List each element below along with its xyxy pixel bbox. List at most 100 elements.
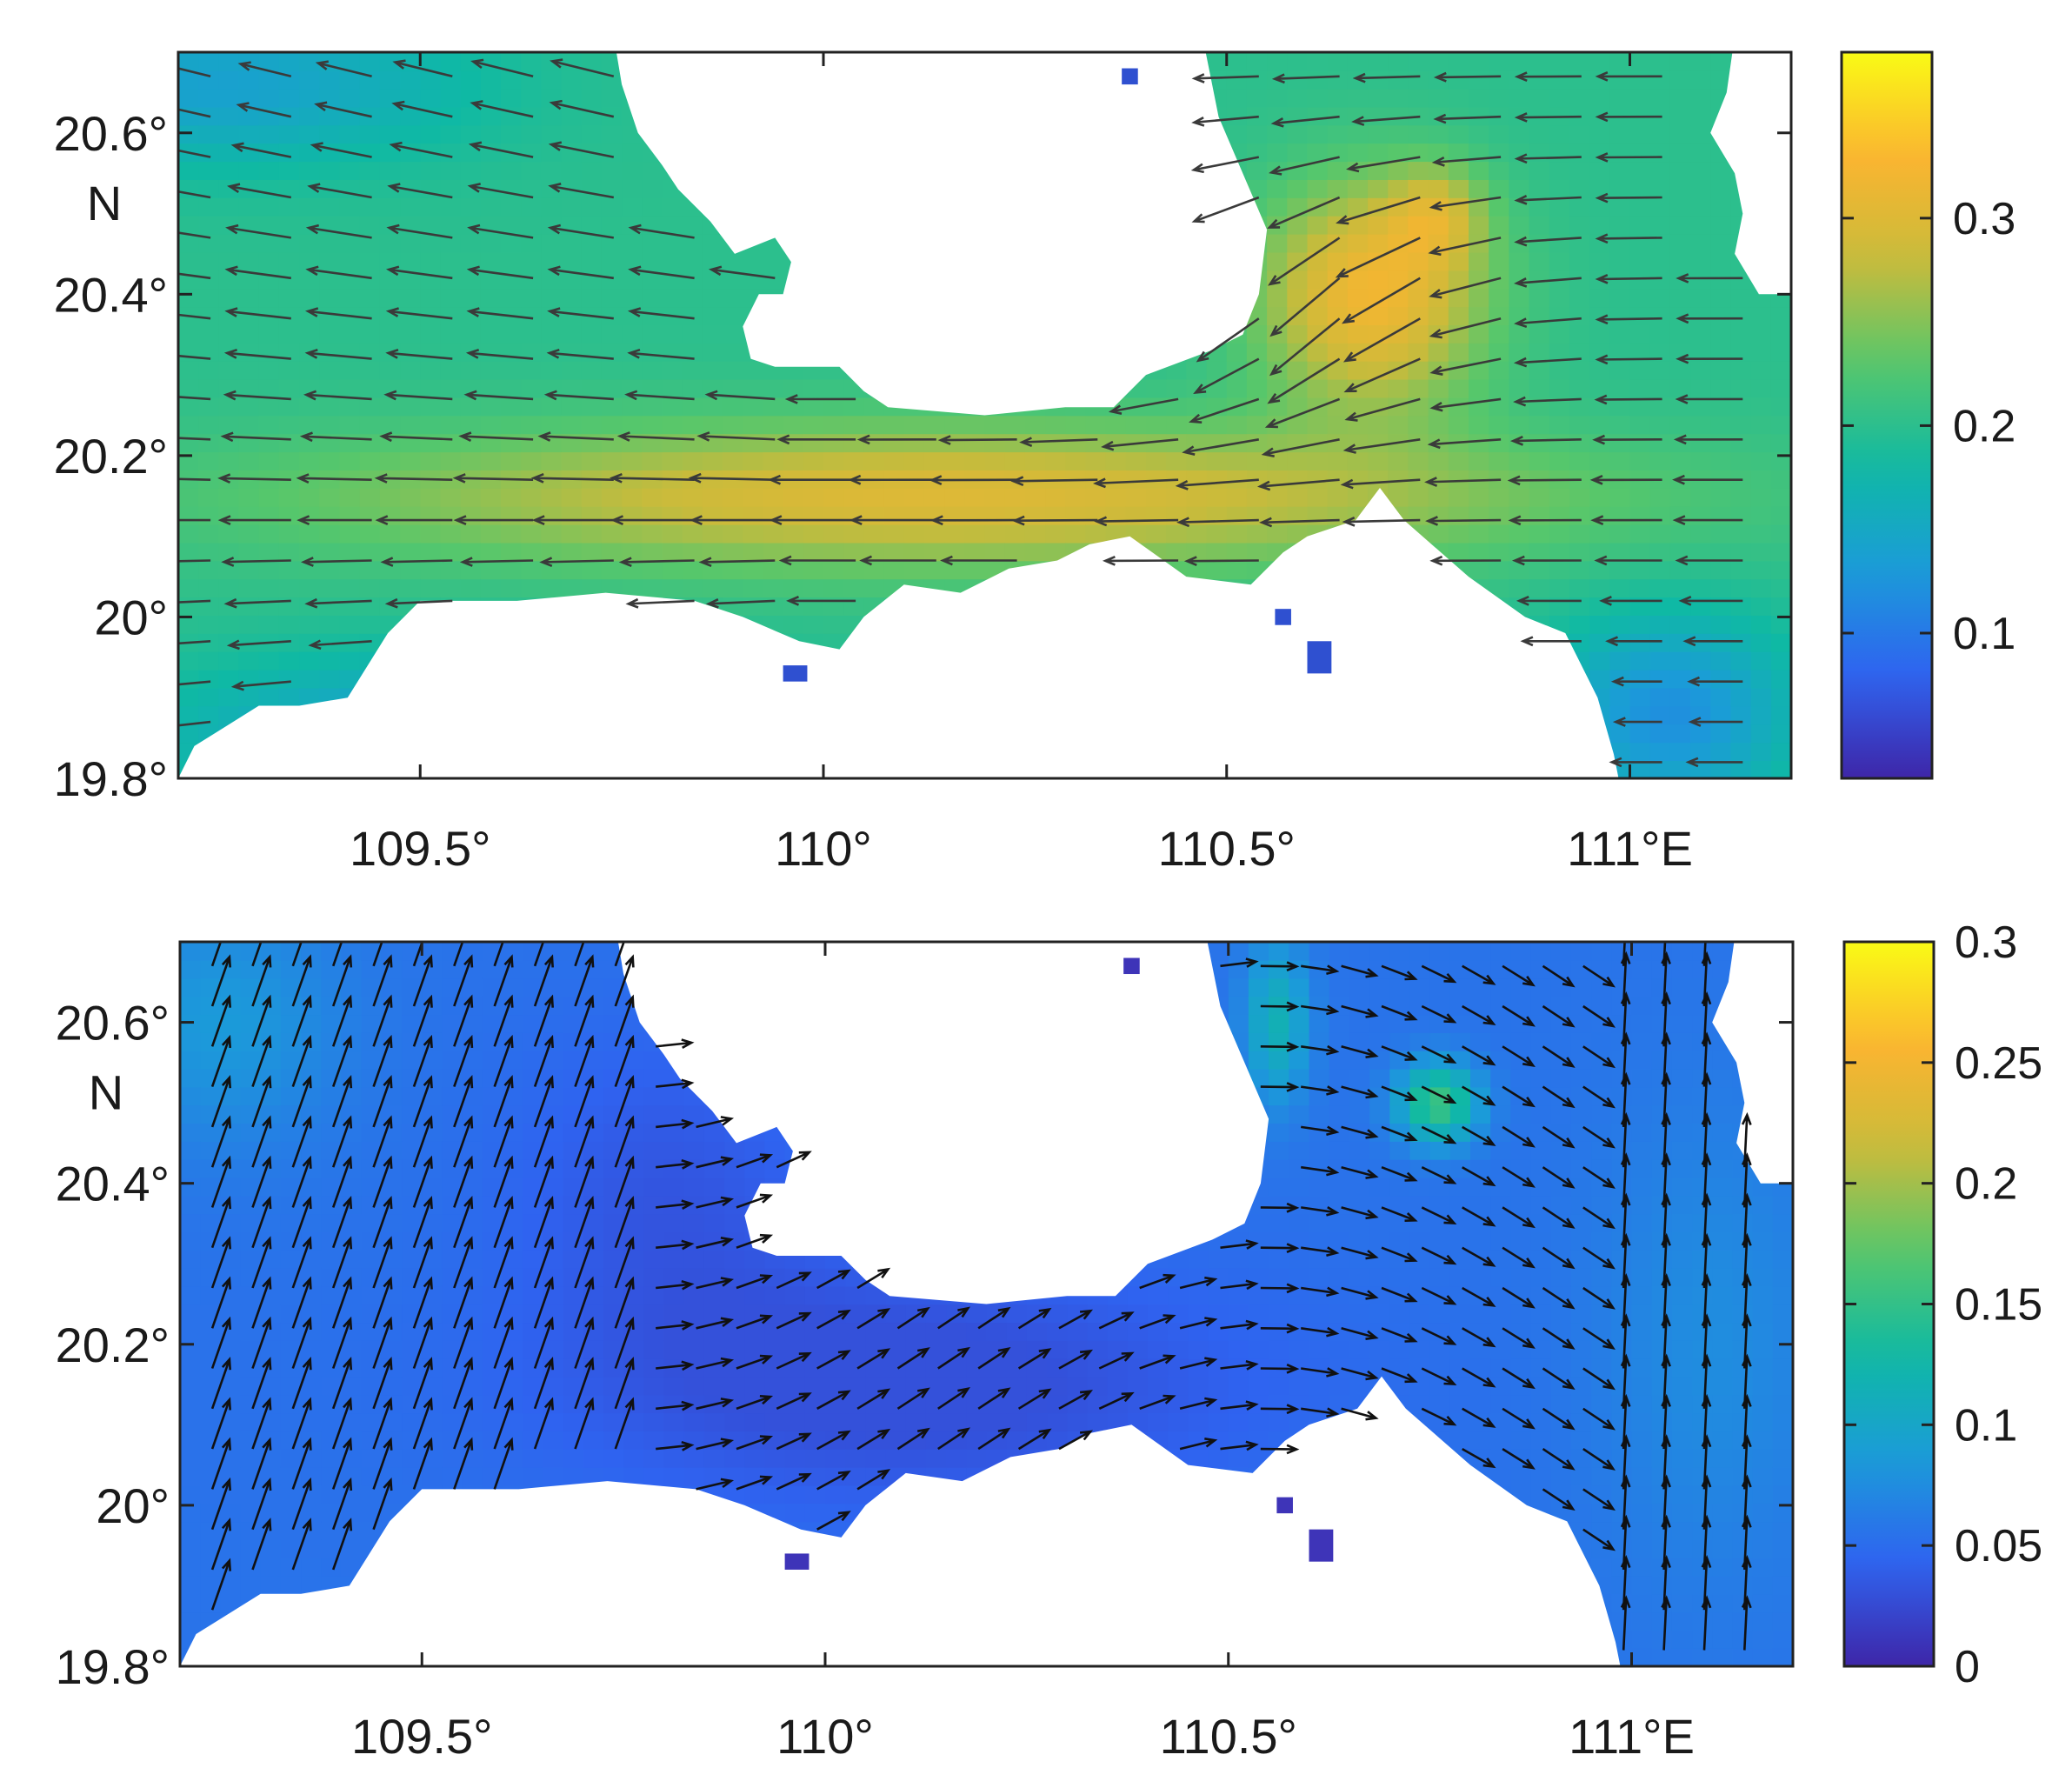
speed-cell bbox=[1569, 378, 1590, 398]
speed-cell bbox=[220, 1213, 242, 1232]
speed-cell bbox=[422, 1340, 443, 1359]
speed-cell bbox=[1024, 505, 1046, 525]
speed-cell bbox=[321, 1484, 343, 1504]
speed-cell bbox=[440, 197, 462, 217]
speed-cell bbox=[663, 1213, 685, 1232]
speed-cell bbox=[1710, 724, 1732, 744]
speed-cell bbox=[361, 996, 383, 1016]
speed-cell bbox=[460, 106, 482, 126]
speed-cell bbox=[724, 1484, 746, 1504]
speed-cell bbox=[1529, 524, 1550, 544]
land-area bbox=[1710, 52, 1791, 295]
speed-cell bbox=[1509, 451, 1530, 470]
speed-cell bbox=[1246, 360, 1268, 380]
speed-cell bbox=[1649, 705, 1671, 725]
speed-cell bbox=[521, 197, 543, 217]
speed-cell bbox=[1750, 560, 1772, 580]
speed-cell bbox=[278, 433, 300, 453]
speed-cell bbox=[359, 343, 381, 362]
speed-cell bbox=[803, 397, 824, 417]
speed-cell bbox=[1388, 306, 1409, 325]
speed-cell bbox=[178, 650, 199, 671]
speed-cell bbox=[1549, 488, 1570, 507]
speed-cell bbox=[501, 161, 522, 180]
speed-cell bbox=[1669, 143, 1691, 163]
speed-cell bbox=[240, 977, 262, 997]
speed-cell bbox=[1166, 524, 1188, 544]
speed-cell bbox=[402, 1051, 423, 1070]
speed-cell bbox=[1469, 251, 1489, 271]
speed-cell bbox=[1428, 106, 1449, 126]
speed-cell bbox=[1226, 106, 1248, 126]
speed-cell bbox=[1669, 179, 1691, 198]
speed-cell bbox=[402, 977, 423, 997]
speed-cell bbox=[1609, 70, 1631, 90]
speed-cell bbox=[1710, 524, 1732, 544]
speed-cell bbox=[1609, 179, 1631, 198]
speed-cell bbox=[1690, 306, 1712, 325]
speed-cell bbox=[702, 451, 723, 470]
speed-cell bbox=[682, 451, 703, 470]
speed-cell bbox=[622, 143, 643, 163]
speed-cell bbox=[601, 161, 623, 180]
speed-cell bbox=[200, 1575, 222, 1595]
speed-cell bbox=[743, 397, 764, 417]
speed-cell bbox=[643, 1231, 665, 1251]
speed-cell bbox=[1307, 143, 1329, 163]
speed-cell bbox=[1589, 88, 1611, 108]
speed-cell bbox=[1589, 360, 1611, 380]
current-arrow bbox=[300, 557, 372, 567]
speed-cell bbox=[402, 1213, 423, 1232]
speed-cell bbox=[482, 1213, 503, 1232]
speed-cell bbox=[561, 451, 583, 470]
speed-cell bbox=[944, 524, 966, 544]
speed-cell bbox=[220, 1250, 242, 1269]
speed-cell bbox=[462, 1014, 483, 1033]
speed-cell bbox=[1287, 470, 1309, 489]
current-arrow bbox=[466, 307, 534, 320]
speed-cell bbox=[321, 1521, 343, 1540]
current-arrow bbox=[705, 598, 776, 609]
speed-cell bbox=[702, 415, 723, 435]
speed-cell bbox=[218, 524, 240, 544]
speed-cell bbox=[823, 505, 844, 525]
speed-cell bbox=[1549, 179, 1570, 198]
speed-cell bbox=[1024, 488, 1046, 507]
speed-cell bbox=[964, 451, 986, 470]
current-arrow bbox=[1108, 397, 1179, 415]
speed-cell bbox=[422, 1177, 443, 1197]
speed-cell bbox=[1730, 378, 1752, 398]
speed-cell bbox=[1629, 143, 1651, 163]
speed-cell bbox=[521, 378, 543, 398]
speed-cell bbox=[1549, 433, 1570, 453]
speed-cell bbox=[1408, 179, 1429, 198]
current-arrow bbox=[609, 472, 695, 484]
speed-cell bbox=[381, 1250, 403, 1269]
speed-cell bbox=[1629, 705, 1651, 725]
current-arrow bbox=[217, 515, 291, 525]
speed-cell bbox=[238, 397, 260, 417]
current-arrow bbox=[1514, 195, 1582, 205]
speed-cell bbox=[258, 488, 280, 507]
speed-cell bbox=[1649, 270, 1671, 290]
speed-cell bbox=[723, 378, 744, 398]
speed-cell bbox=[178, 542, 199, 562]
speed-cell bbox=[319, 306, 341, 325]
speed-cell bbox=[198, 669, 220, 689]
speed-cell bbox=[601, 251, 623, 271]
current-arrow bbox=[776, 434, 856, 445]
speed-cell bbox=[180, 1322, 201, 1341]
current-arrow bbox=[1682, 636, 1743, 647]
speed-cell bbox=[319, 488, 341, 507]
speed-cell bbox=[178, 251, 199, 271]
speed-cell bbox=[1408, 360, 1429, 380]
speed-cell bbox=[400, 578, 422, 598]
speed-cell bbox=[663, 1304, 685, 1324]
speed-cell bbox=[1629, 288, 1651, 308]
speed-cell bbox=[178, 288, 199, 308]
speed-cell bbox=[381, 1304, 403, 1324]
speed-cell bbox=[1589, 324, 1611, 344]
speed-cell bbox=[845, 1304, 867, 1324]
speed-cell bbox=[220, 1376, 242, 1396]
speed-cell bbox=[865, 1285, 887, 1305]
